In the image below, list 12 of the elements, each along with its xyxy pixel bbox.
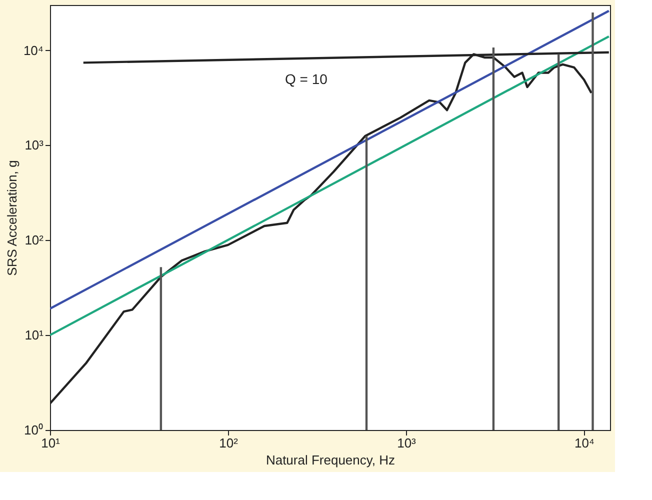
y-tick-label: 10⁴ [23,42,44,58]
x-tick-label: 10¹ [41,436,61,450]
y-tick-label: 10¹ [24,328,44,343]
x-tick-label: 10⁴ [574,436,595,450]
y-tick-label: 10³ [24,138,44,153]
annotation: Q = 10 [285,71,328,87]
y-tick-label: 10² [24,232,44,248]
x-tick-label: 10² [219,436,239,450]
x-axis-title: Natural Frequency, Hz [266,452,396,468]
y-axis-title: SRS Acceleration, g [4,160,20,276]
y-tick-label: 10⁰ [24,422,44,438]
x-tick-label: 10³ [397,436,417,450]
